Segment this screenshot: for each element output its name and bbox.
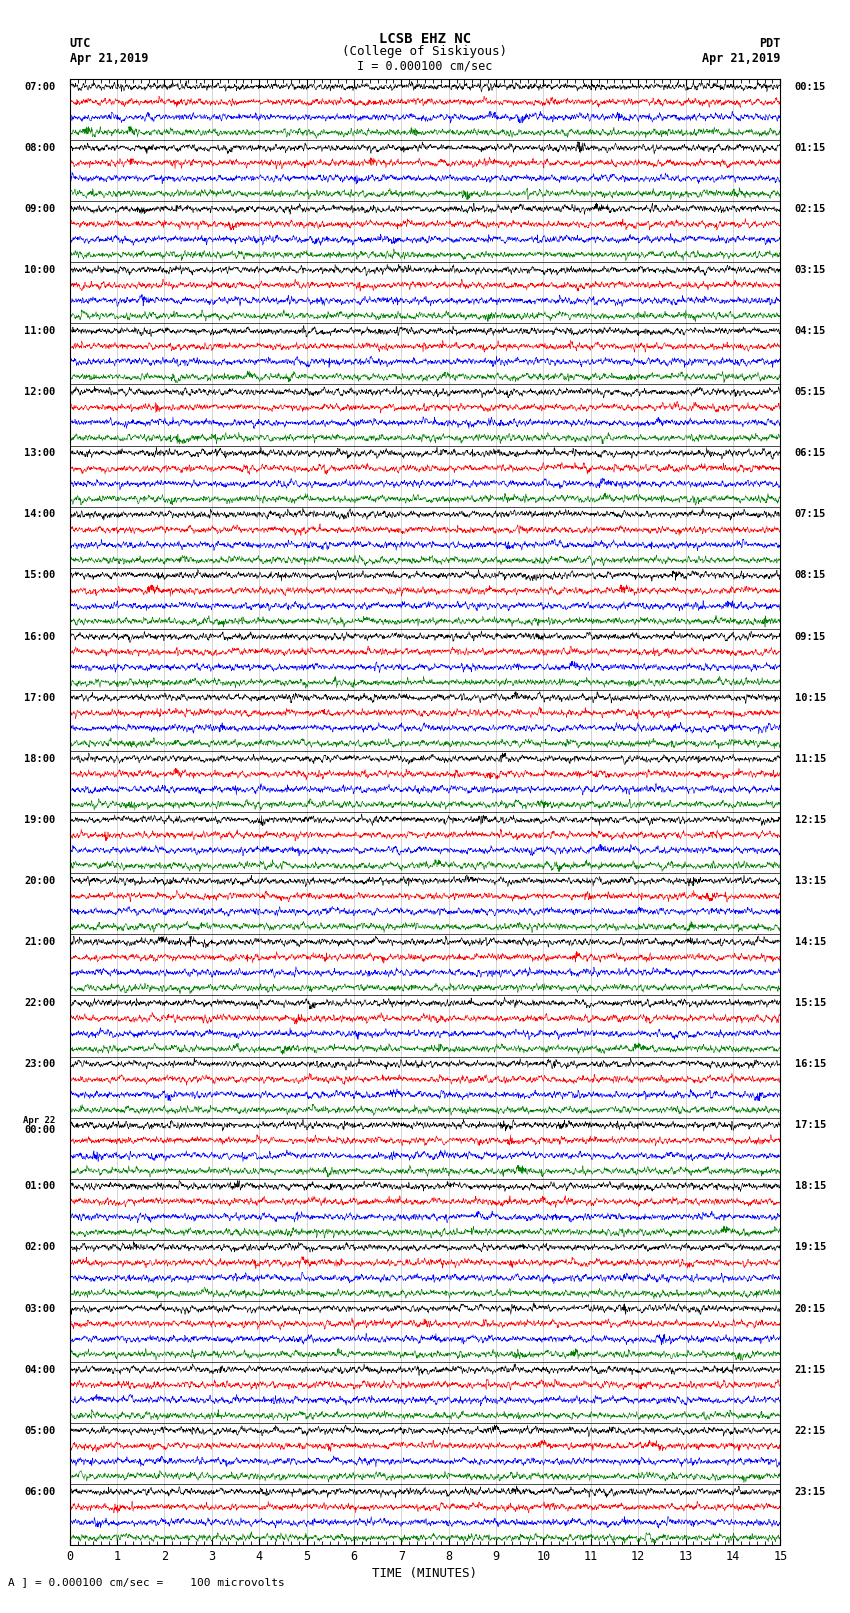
Text: 21:00: 21:00	[25, 937, 55, 947]
Text: 01:00: 01:00	[25, 1181, 55, 1192]
Text: 16:15: 16:15	[795, 1060, 825, 1069]
Text: PDT: PDT	[759, 37, 780, 50]
Text: 00:00: 00:00	[25, 1124, 55, 1136]
Text: 05:15: 05:15	[795, 387, 825, 397]
Text: 23:15: 23:15	[795, 1487, 825, 1497]
Text: 19:15: 19:15	[795, 1242, 825, 1252]
Text: 17:15: 17:15	[795, 1121, 825, 1131]
Text: 13:15: 13:15	[795, 876, 825, 886]
Text: (College of Siskiyous): (College of Siskiyous)	[343, 45, 507, 58]
Text: 08:15: 08:15	[795, 571, 825, 581]
Text: 18:00: 18:00	[25, 753, 55, 763]
Text: 18:15: 18:15	[795, 1181, 825, 1192]
Text: 12:00: 12:00	[25, 387, 55, 397]
Text: 13:00: 13:00	[25, 448, 55, 458]
Text: 11:00: 11:00	[25, 326, 55, 336]
Text: 00:15: 00:15	[795, 82, 825, 92]
Text: 10:00: 10:00	[25, 265, 55, 274]
Text: 06:15: 06:15	[795, 448, 825, 458]
Text: 06:00: 06:00	[25, 1487, 55, 1497]
Text: 10:15: 10:15	[795, 692, 825, 703]
Text: 19:00: 19:00	[25, 815, 55, 824]
Text: UTC: UTC	[70, 37, 91, 50]
Text: 23:00: 23:00	[25, 1060, 55, 1069]
Text: 14:00: 14:00	[25, 510, 55, 519]
Text: Apr 21,2019: Apr 21,2019	[702, 52, 780, 65]
Text: 07:15: 07:15	[795, 510, 825, 519]
Text: 09:15: 09:15	[795, 632, 825, 642]
Text: 11:15: 11:15	[795, 753, 825, 763]
Text: LCSB EHZ NC: LCSB EHZ NC	[379, 32, 471, 47]
Text: 03:00: 03:00	[25, 1303, 55, 1313]
Text: 20:00: 20:00	[25, 876, 55, 886]
Text: 04:15: 04:15	[795, 326, 825, 336]
Text: Apr 22: Apr 22	[23, 1116, 55, 1126]
Text: A ] = 0.000100 cm/sec =    100 microvolts: A ] = 0.000100 cm/sec = 100 microvolts	[8, 1578, 286, 1587]
Text: 14:15: 14:15	[795, 937, 825, 947]
Text: 22:00: 22:00	[25, 998, 55, 1008]
Text: 02:00: 02:00	[25, 1242, 55, 1252]
Text: 15:15: 15:15	[795, 998, 825, 1008]
Text: 09:00: 09:00	[25, 203, 55, 215]
Text: 04:00: 04:00	[25, 1365, 55, 1374]
Text: I = 0.000100 cm/sec: I = 0.000100 cm/sec	[357, 60, 493, 73]
X-axis label: TIME (MINUTES): TIME (MINUTES)	[372, 1568, 478, 1581]
Text: 12:15: 12:15	[795, 815, 825, 824]
Text: 05:00: 05:00	[25, 1426, 55, 1436]
Text: 22:15: 22:15	[795, 1426, 825, 1436]
Text: 20:15: 20:15	[795, 1303, 825, 1313]
Text: 15:00: 15:00	[25, 571, 55, 581]
Text: 17:00: 17:00	[25, 692, 55, 703]
Text: 01:15: 01:15	[795, 144, 825, 153]
Text: 02:15: 02:15	[795, 203, 825, 215]
Text: 07:00: 07:00	[25, 82, 55, 92]
Text: 03:15: 03:15	[795, 265, 825, 274]
Text: 08:00: 08:00	[25, 144, 55, 153]
Text: 21:15: 21:15	[795, 1365, 825, 1374]
Text: 16:00: 16:00	[25, 632, 55, 642]
Text: Apr 21,2019: Apr 21,2019	[70, 52, 148, 65]
